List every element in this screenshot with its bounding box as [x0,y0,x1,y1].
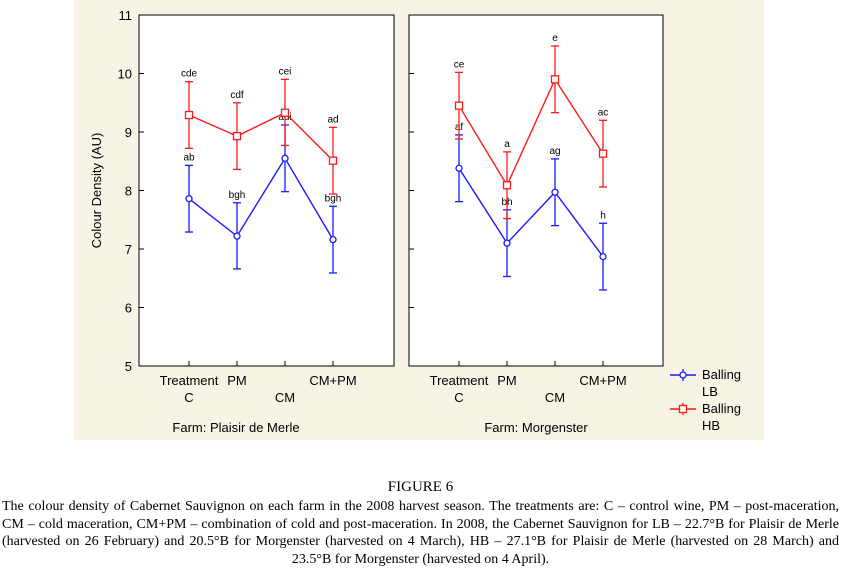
data-point-hb [454,101,464,110]
figure-caption: The colour density of Cabernet Sauvignon… [2,499,839,567]
data-point-hb [232,131,242,141]
figure-panel: 5 6 7 8 9 10 11 Colour Density (AU) Treatment C PM… [74,0,764,440]
data-point-hb [550,75,560,84]
y-tick-label: 11 [119,8,133,23]
panel-title: Farm: Morgenster [484,420,588,435]
x-tick-label: Treatment [430,373,489,388]
y-tick-label: 8 [125,184,132,199]
x-tick-label-secondary: CM [545,390,565,405]
data-point-hb [328,156,338,165]
plot-area-1 [138,14,395,367]
data-point-lb [233,232,241,240]
data-point-hb [184,110,194,120]
significance-label: ac [598,107,609,118]
significance-label: a [504,139,510,150]
data-point-lb [551,188,559,196]
legend-label: Balling [702,367,741,382]
x-tick-label: PM [227,373,247,388]
data-point-lb [455,164,463,172]
significance-label: bgh [325,193,342,204]
data-point-hb [280,108,290,117]
y-tick-label: 7 [125,242,132,257]
significance-label: cde [181,69,198,80]
series-line-lb [188,156,334,240]
significance-label: ab [183,152,195,163]
y-tick-label: 9 [125,125,132,140]
legend-label-sub: LB [702,384,718,399]
data-point-hb [502,181,512,190]
y-tick-label: 5 [125,359,132,374]
significance-label: ce [454,59,465,70]
significance-label: ag [549,146,560,157]
series-line-hb [458,77,604,187]
data-point-lb [599,252,607,261]
x-tick-label-secondary: CM [275,390,295,405]
data-point-hb [598,149,608,158]
significance-label: cei [279,66,292,77]
significance-label: cdf [230,90,244,101]
legend-label-sub: HB [702,418,720,433]
y-tick-label: 6 [125,301,132,316]
x-tick-label: PM [497,373,517,388]
data-point-lb [281,154,289,162]
significance-label: bgh [229,190,246,201]
y-axis-label: Colour Density (AU) [89,133,104,249]
figure-title: FIGURE 6 [387,479,454,495]
x-tick-label: CM+PM [579,373,626,388]
series-line-hb [188,111,334,162]
significance-label: h [600,210,606,221]
data-point-lb [503,239,511,247]
data-point-lb [329,235,337,244]
data-point-lb [185,195,193,203]
x-tick-label: Treatment [160,373,219,388]
legend-marker-hb [678,404,688,414]
legend-marker-lb [679,371,687,379]
plot-area-2 [408,14,664,367]
legend-label: Balling [702,401,741,416]
significance-label: e [552,33,558,44]
chart-svg: 5 6 7 8 9 10 11 Colour Density (AU) Treatment C PM… [89,8,741,435]
x-tick-label-secondary: C [184,390,193,405]
panel-title: Farm: Plaisir de Merle [172,420,299,435]
y-tick-label: 10 [118,67,132,82]
series-line-lb [458,167,604,258]
x-tick-label: CM+PM [309,373,356,388]
x-tick-label-secondary: C [454,390,463,405]
significance-label: ad [327,114,338,125]
